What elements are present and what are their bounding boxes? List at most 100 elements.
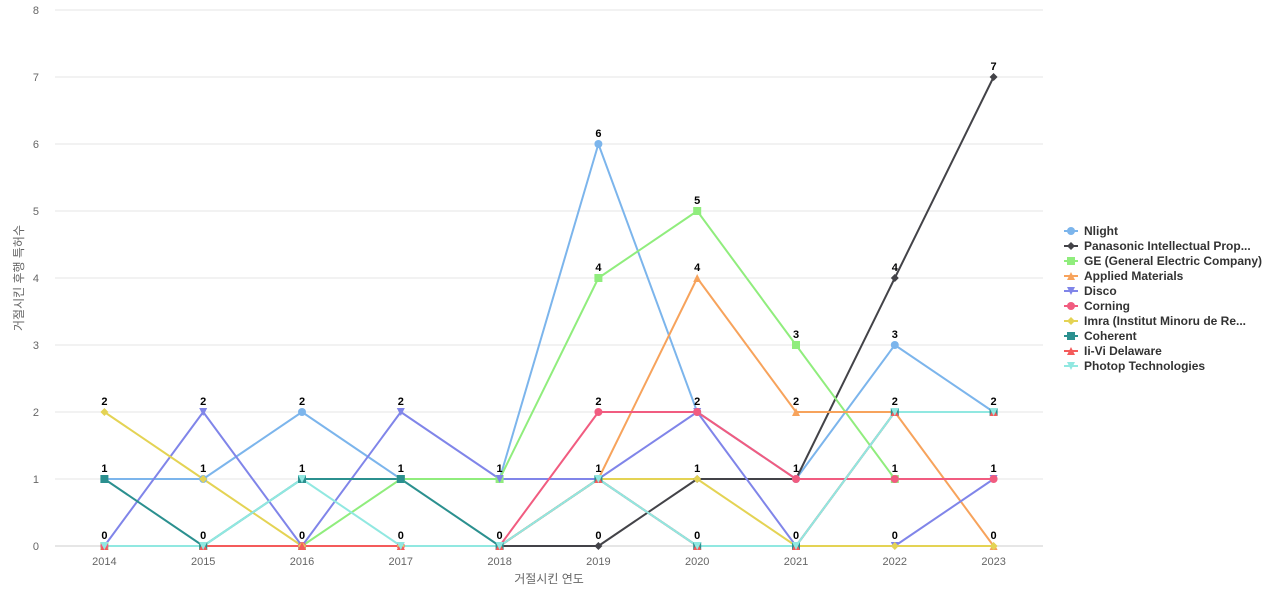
data-label: 4: [595, 262, 602, 274]
legend-label: Ii-Vi Delaware: [1084, 344, 1162, 358]
legend-marker[interactable]: [1067, 317, 1075, 325]
legend-marker[interactable]: [1067, 287, 1075, 295]
data-label: 1: [991, 463, 997, 475]
data-point[interactable]: [199, 542, 208, 550]
data-point[interactable]: [199, 475, 208, 483]
y-tick-label: 4: [33, 273, 39, 285]
legend-marker[interactable]: [1067, 227, 1075, 235]
data-point[interactable]: [890, 274, 899, 282]
data-label: 0: [101, 530, 107, 542]
data-point[interactable]: [989, 475, 998, 483]
x-axis-title: 거절시킨 연도: [514, 572, 584, 586]
legend-marker[interactable]: [1067, 332, 1075, 340]
legend-item[interactable]: Corning: [1064, 299, 1130, 313]
data-point[interactable]: [890, 341, 899, 349]
data-point[interactable]: [693, 207, 702, 215]
y-axis-ticks: 0 1 2 3 4 5 6 7 8: [33, 5, 39, 553]
data-label: 0: [497, 530, 503, 542]
y-tick-label: 0: [33, 541, 39, 553]
legend-marker[interactable]: [1067, 272, 1075, 280]
y-tick-label: 8: [33, 5, 39, 17]
legend-item[interactable]: Ii-Vi Delaware: [1064, 344, 1162, 358]
series-line[interactable]: [103, 411, 995, 547]
data-point[interactable]: [792, 542, 800, 550]
legend-item[interactable]: Nlight: [1064, 224, 1118, 238]
data-label: 1: [694, 463, 700, 475]
legend-marker[interactable]: [1067, 347, 1075, 355]
data-point[interactable]: [298, 408, 306, 416]
data-point[interactable]: [100, 408, 109, 416]
data-point[interactable]: [298, 475, 306, 483]
legend-marker[interactable]: [1067, 302, 1075, 310]
data-label: 3: [793, 329, 799, 341]
data-point[interactable]: [100, 542, 109, 550]
data-point[interactable]: [298, 542, 306, 550]
legend-item[interactable]: Applied Materials: [1064, 269, 1184, 283]
data-labels: 2 1 0 2 1 0 2 1 0 2 1 0 1 0 6 4 2 1 0 5 4 2 1 0 3 2 1 0 4 3 2 1 0 7 2 1 0: [101, 61, 996, 542]
data-point[interactable]: [693, 408, 702, 416]
series-line[interactable]: [103, 143, 995, 480]
data-point[interactable]: [100, 475, 109, 483]
data-point[interactable]: [495, 542, 504, 550]
legend-label: Corning: [1084, 299, 1130, 313]
y-tick-label: 2: [33, 407, 39, 419]
legend-label: GE (General Electric Company): [1084, 254, 1262, 268]
legend-item[interactable]: Panasonic Intellectual Prop...: [1064, 239, 1251, 253]
legend-marker[interactable]: [1067, 362, 1075, 370]
legend-label: Coherent: [1084, 329, 1137, 343]
data-point[interactable]: [890, 542, 899, 550]
x-tick-label: 2022: [883, 556, 907, 568]
data-point[interactable]: [989, 542, 998, 550]
data-label: 0: [694, 530, 700, 542]
legend-marker[interactable]: [1067, 242, 1075, 250]
data-point[interactable]: [792, 408, 800, 416]
data-label: 1: [101, 463, 107, 475]
data-point[interactable]: [693, 274, 702, 282]
data-point[interactable]: [594, 408, 603, 416]
data-point[interactable]: [594, 274, 603, 282]
x-tick-label: 2017: [389, 556, 413, 568]
data-point[interactable]: [199, 408, 208, 416]
data-point[interactable]: [989, 408, 998, 416]
y-tick-label: 7: [33, 72, 39, 84]
legend-item[interactable]: GE (General Electric Company): [1064, 254, 1262, 268]
data-point[interactable]: [989, 73, 998, 81]
x-tick-label: 2023: [981, 556, 1005, 568]
data-point[interactable]: [594, 475, 603, 483]
data-point[interactable]: [594, 140, 603, 148]
data-label: 1: [497, 463, 503, 475]
legend-label: Imra (Institut Minoru de Re...: [1084, 314, 1246, 328]
data-point[interactable]: [792, 475, 800, 483]
data-point[interactable]: [693, 542, 702, 550]
data-label: 2: [694, 396, 700, 408]
data-point[interactable]: [890, 475, 899, 483]
legend-marker[interactable]: [1067, 257, 1075, 265]
y-axis-title: 거절시킨 후행 특허수: [11, 225, 26, 331]
data-point[interactable]: [890, 408, 899, 416]
data-point[interactable]: [396, 408, 405, 416]
series-lines: [103, 76, 995, 547]
legend-item[interactable]: Coherent: [1064, 329, 1137, 343]
data-label: 2: [398, 396, 404, 408]
data-label: 2: [200, 396, 206, 408]
data-label: 1: [299, 463, 305, 475]
data-label: 3: [892, 329, 898, 341]
legend-item[interactable]: Photop Technologies: [1064, 359, 1205, 373]
data-label: 2: [299, 396, 305, 408]
data-point[interactable]: [495, 475, 504, 483]
data-label: 1: [892, 463, 898, 475]
data-point[interactable]: [594, 542, 603, 550]
legend-item[interactable]: Disco: [1064, 284, 1117, 298]
x-tick-label: 2019: [586, 556, 610, 568]
series-line[interactable]: [103, 210, 896, 547]
data-point[interactable]: [792, 341, 800, 349]
data-point[interactable]: [693, 475, 702, 483]
legend-item[interactable]: Imra (Institut Minoru de Re...: [1064, 314, 1246, 328]
y-tick-label: 6: [33, 139, 39, 151]
data-point[interactable]: [396, 475, 405, 483]
data-label: 0: [398, 530, 404, 542]
data-label: 1: [595, 463, 601, 475]
data-point[interactable]: [396, 542, 405, 550]
